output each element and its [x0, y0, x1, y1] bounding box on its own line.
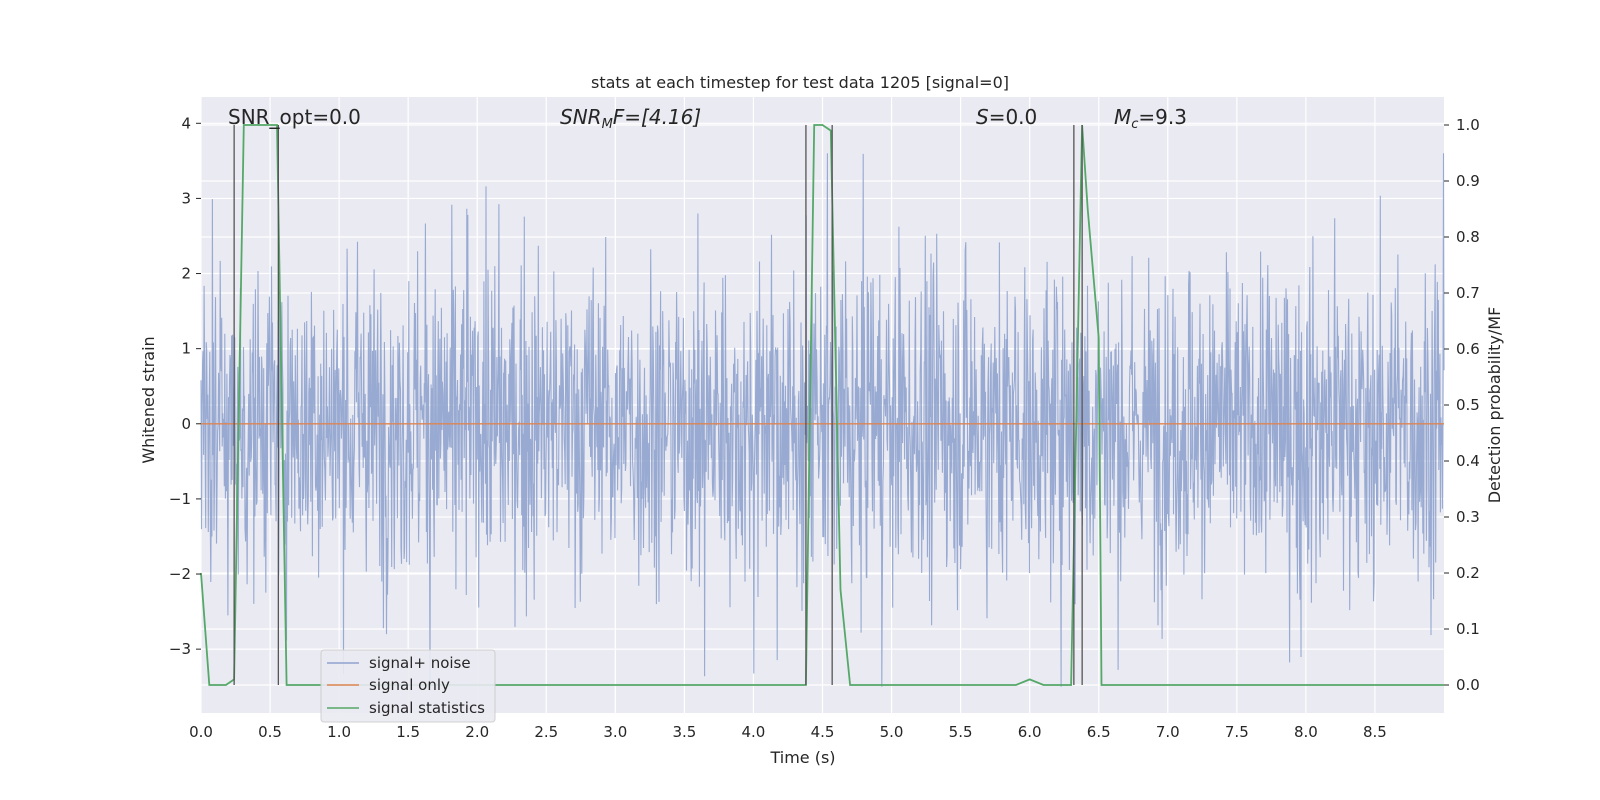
y-right-tick-label: 0.8 [1456, 228, 1480, 246]
x-tick-label: 7.5 [1225, 723, 1249, 741]
y-left-tick-label: 0 [181, 415, 191, 433]
y-right-tick-label: 0.6 [1456, 340, 1480, 358]
vertical-markers [233, 125, 1083, 685]
mc-rest: =9.3 [1138, 105, 1187, 129]
series-signal-statistics [200, 124, 1444, 686]
x-tick-label: 0.0 [189, 723, 213, 741]
s-base: S [976, 105, 989, 129]
legend-label-signal-only: signal only [369, 676, 450, 694]
annotation-s: S=0.0 [976, 105, 1037, 129]
x-tick-label: 2.0 [465, 723, 489, 741]
x-tick-label: 5.5 [949, 723, 973, 741]
legend-box [320, 649, 496, 723]
snr-mf-f: F=[4.16] [613, 105, 701, 129]
x-axis-label: Time (s) [769, 748, 835, 767]
x-tick-label: 7.0 [1156, 723, 1180, 741]
s-rest: =0.0 [989, 105, 1038, 129]
legend-label-signal-noise: signal+ noise [369, 654, 471, 672]
legend-label-signal-statistics: signal statistics [369, 699, 485, 717]
series-signal-noise [200, 153, 1445, 687]
annotation-mc: Mc=9.3 [1114, 105, 1187, 132]
y-left-tick-label: 1 [181, 340, 191, 358]
x-tick-label: 5.0 [880, 723, 904, 741]
x-tick-label: 6.0 [1018, 723, 1042, 741]
line-series [200, 124, 1444, 686]
y-right-tick-label: 0.7 [1456, 284, 1480, 302]
y-left-tick-label: −3 [169, 640, 191, 658]
y-left-tick-labels: −3 −2 −1 0 1 2 3 4 [169, 114, 201, 658]
signal-noise-series [200, 153, 1445, 687]
x-tick-label: 3.0 [603, 723, 627, 741]
y-right-tick-label: 1.0 [1456, 116, 1480, 134]
x-tick-label: 1.0 [327, 723, 351, 741]
x-tick-label: 4.0 [742, 723, 766, 741]
x-tick-label: 8.5 [1363, 723, 1387, 741]
y-left-axis-label: Whitened strain [139, 336, 158, 463]
y-right-tick-label: 0.9 [1456, 172, 1480, 190]
y-left-tick-label: −1 [169, 490, 191, 508]
annotation-snr-mf: SNRMF=[4.16] [560, 105, 701, 132]
x-tick-label: 2.5 [534, 723, 558, 741]
y-right-tick-label: 0.4 [1456, 452, 1480, 470]
y-right-tick-label: 0.2 [1456, 564, 1480, 582]
y-right-tick-label: 0.3 [1456, 508, 1480, 526]
y-right-tick-label: 0.5 [1456, 396, 1480, 414]
y-left-tick-label: 3 [181, 189, 191, 207]
snr-mf-sub: M [602, 117, 613, 132]
y-right-tick-label: 0.1 [1456, 620, 1480, 638]
y-left-tick-label: −2 [169, 565, 191, 583]
y-right-axis-label: Detection probability/MF [1485, 307, 1504, 504]
y-right-tick-labels: 0.0 0.1 0.2 0.3 0.4 0.5 0.6 0.7 0.8 0.9 1.0 [1444, 116, 1480, 694]
mc-base: M [1114, 105, 1131, 129]
x-tick-label: 6.5 [1087, 723, 1111, 741]
x-tick-label: 3.5 [672, 723, 696, 741]
mc-sub: c [1131, 117, 1138, 132]
y-left-tick-label: 2 [181, 265, 191, 283]
snr-mf-base: SNR [560, 105, 602, 129]
annotation-snr-opt: SNR_opt=0.0 [228, 105, 361, 129]
chart-title: stats at each timestep for test data 120… [591, 73, 1009, 92]
x-tick-label: 1.5 [396, 723, 420, 741]
y-right-tick-label: 0.0 [1456, 676, 1480, 694]
x-tick-label: 8.0 [1294, 723, 1318, 741]
y-left-tick-label: 4 [181, 114, 191, 132]
legend: signal+ noise signal only signal statist… [320, 649, 496, 723]
x-tick-label: 4.5 [811, 723, 835, 741]
x-tick-label: 0.5 [258, 723, 282, 741]
x-tick-labels: 0.0 0.5 1.0 1.5 2.0 2.5 3.0 3.5 4.0 4.5 5.0 5.5 6.0 6… [189, 723, 1387, 741]
